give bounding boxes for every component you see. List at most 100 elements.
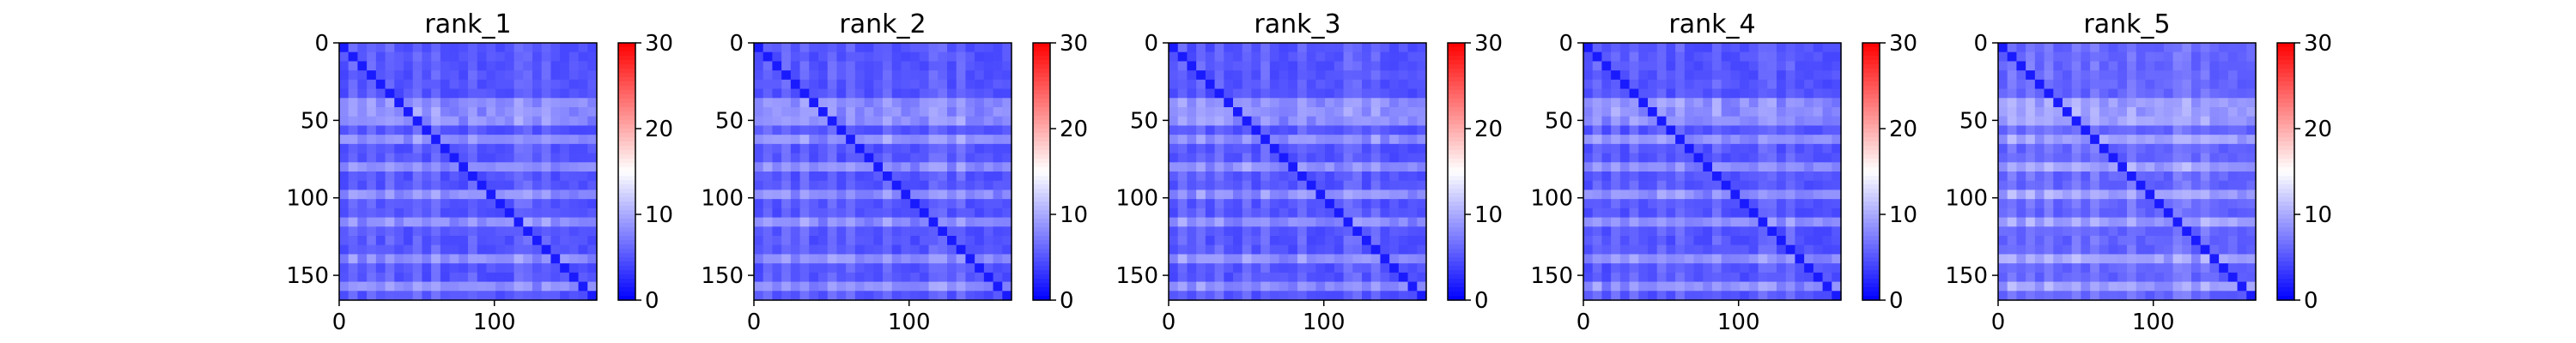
heatmap-cell: [1288, 116, 1298, 127]
heatmap-cell: [2053, 98, 2063, 108]
colorbar-segment: [2277, 69, 2294, 74]
heatmap-cell: [1638, 143, 1649, 154]
heatmap-cell: [1407, 291, 1418, 301]
heatmap-cell: [818, 143, 829, 154]
heatmap-cell: [385, 162, 395, 172]
heatmap-cell: [2090, 43, 2100, 53]
colorbar-segment: [1033, 193, 1050, 198]
heatmap-cell: [1306, 135, 1317, 145]
heatmap-cell: [2108, 107, 2118, 117]
heatmap-cell: [846, 272, 856, 283]
heatmap-cell: [790, 135, 801, 145]
heatmap-cell: [790, 236, 801, 246]
heatmap-cell: [928, 281, 939, 292]
heatmap-cell: [2172, 51, 2183, 63]
heatmap-cell: [504, 172, 515, 182]
heatmap-cell: [2117, 43, 2128, 53]
x-tick-label: 100: [2132, 310, 2175, 335]
heatmap-cell: [477, 79, 488, 90]
heatmap-cell: [2191, 263, 2202, 274]
heatmap-cells: [1583, 43, 1842, 301]
heatmap-cell: [1703, 79, 1713, 90]
heatmap-cell: [440, 162, 451, 172]
heatmap-cell: [965, 153, 975, 163]
heatmap-cell: [836, 116, 847, 127]
heatmap-cell: [1370, 217, 1382, 227]
heatmap-cell: [910, 116, 920, 127]
heatmap-cell: [1352, 208, 1363, 219]
heatmap-cell: [1362, 143, 1372, 154]
heatmap-cell: [587, 116, 598, 127]
heatmap-cell: [1730, 43, 1741, 53]
heatmap-cell: [1417, 254, 1427, 264]
heatmap-cell: [2016, 43, 2026, 53]
heatmap-cell: [975, 125, 985, 135]
heatmap-cell: [1684, 291, 1695, 301]
heatmap-cell: [1629, 199, 1639, 209]
colorbar-segment: [1033, 257, 1050, 262]
heatmap-cell: [846, 79, 856, 90]
heatmap-cell: [2227, 217, 2239, 227]
heatmap-cell: [891, 153, 902, 163]
heatmap-cell: [495, 79, 506, 90]
heatmap-cell: [956, 43, 967, 53]
heatmap-cell: [781, 70, 792, 81]
heatmap-cell: [910, 208, 920, 219]
heatmap-cell: [1002, 88, 1012, 99]
colorbar-segment: [2277, 193, 2294, 198]
heatmap-cell: [781, 226, 792, 237]
heatmap-cell: [919, 281, 930, 292]
heatmap-cell: [1370, 226, 1382, 237]
heatmap-cell: [1795, 199, 1805, 209]
heatmap-cell: [827, 208, 838, 219]
heatmap-cell: [854, 208, 866, 219]
heatmap-cell: [1822, 43, 1832, 53]
heatmap-cell: [422, 70, 432, 81]
heatmap-cell: [1306, 153, 1317, 163]
heatmap-cell: [1998, 125, 2008, 135]
heatmap-cell: [1002, 208, 1012, 219]
heatmap-cell: [1398, 272, 1409, 283]
heatmap-cell: [928, 61, 939, 71]
heatmap-cell: [541, 199, 552, 209]
heatmap-cell: [2063, 291, 2073, 301]
heatmap-cell: [339, 244, 349, 256]
heatmap-cell: [1684, 217, 1695, 227]
heatmap-cell: [412, 70, 423, 81]
heatmap-cell: [1242, 98, 1253, 108]
heatmap-cell: [1370, 135, 1382, 145]
colorbar-tick-label: 30: [1060, 31, 1088, 57]
heatmap-cell: [965, 263, 975, 274]
heatmap-cell: [486, 236, 496, 246]
heatmap-cell: [357, 107, 368, 117]
heatmap-cell: [1611, 61, 1621, 71]
heatmap-cell: [1813, 291, 1824, 301]
heatmap-cell: [2081, 254, 2091, 264]
heatmap-cell: [1601, 217, 1612, 227]
heatmap-cell: [1721, 217, 1732, 227]
heatmap-cell: [440, 291, 451, 301]
colorbar-segment: [1448, 296, 1465, 301]
heatmap-cell: [983, 217, 994, 227]
heatmap-cell: [1370, 153, 1382, 163]
heatmap-cell: [375, 135, 386, 145]
heatmap-cell: [1169, 98, 1179, 108]
heatmap-cell: [1187, 281, 1197, 292]
heatmap-cell: [1767, 88, 1777, 99]
heatmap-cell: [404, 199, 414, 209]
heatmap-cell: [1389, 172, 1400, 182]
heatmap-cell: [1380, 70, 1390, 81]
heatmap-cell: [2099, 125, 2110, 135]
heatmap-cell: [1306, 236, 1317, 246]
heatmap-cell: [2016, 51, 2026, 63]
heatmap-cell: [459, 51, 469, 63]
heatmap-cell: [1730, 208, 1741, 219]
heatmap-cell: [1804, 61, 1814, 71]
heatmap-cell: [1334, 263, 1345, 274]
heatmap-cell: [975, 226, 985, 237]
colorbar-segment: [1448, 266, 1465, 271]
heatmap-cell: [2071, 79, 2082, 90]
panel-title: rank_1: [424, 9, 511, 39]
heatmap-cell: [1380, 254, 1390, 264]
